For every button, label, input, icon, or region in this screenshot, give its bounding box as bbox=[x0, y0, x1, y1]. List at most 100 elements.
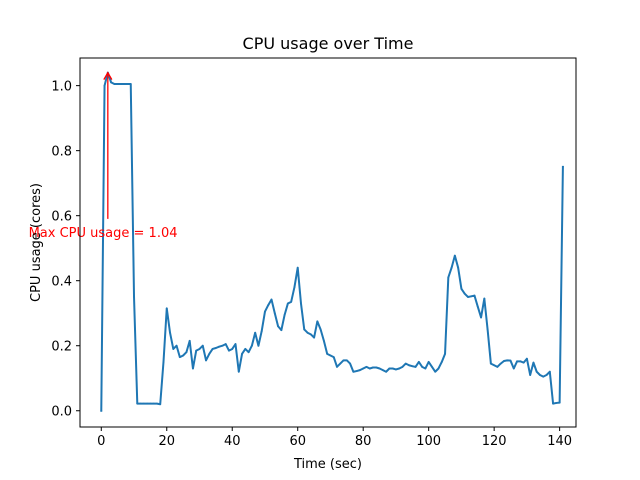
data-point bbox=[257, 344, 260, 347]
data-point bbox=[309, 333, 312, 336]
y-tick-label: 0.4 bbox=[51, 275, 72, 290]
data-point bbox=[395, 368, 397, 371]
data-point bbox=[306, 331, 309, 334]
data-point bbox=[522, 361, 525, 364]
data-point bbox=[221, 344, 224, 347]
data-point bbox=[260, 330, 263, 332]
y-axis-ticks: 0.0 0.2 0.4 0.6 0.8 1.0 bbox=[51, 80, 80, 420]
data-point bbox=[182, 354, 185, 357]
chart-title: CPU usage over Time bbox=[243, 34, 414, 53]
data-point bbox=[339, 362, 342, 365]
data-point bbox=[345, 359, 348, 362]
x-axis-label: Time (sec) bbox=[293, 457, 362, 472]
data-point bbox=[532, 361, 535, 364]
data-point bbox=[548, 370, 551, 373]
data-point bbox=[562, 166, 564, 168]
data-point bbox=[198, 348, 201, 350]
data-point bbox=[277, 325, 279, 328]
x-tick-label: 40 bbox=[224, 434, 241, 449]
data-point bbox=[555, 402, 558, 404]
data-point bbox=[139, 402, 142, 405]
data-point bbox=[516, 360, 518, 363]
data-point bbox=[453, 254, 456, 257]
data-point bbox=[355, 370, 358, 372]
x-tick-label: 20 bbox=[158, 434, 175, 449]
data-point bbox=[437, 367, 440, 370]
data-point bbox=[267, 304, 270, 306]
x-tick-label: 80 bbox=[355, 434, 372, 449]
data-point bbox=[388, 367, 391, 370]
data-point bbox=[431, 365, 433, 368]
data-point bbox=[286, 302, 289, 305]
data-point bbox=[470, 295, 473, 298]
data-point bbox=[486, 328, 489, 331]
y-tick-label: 0.0 bbox=[51, 405, 72, 420]
data-point bbox=[156, 402, 158, 405]
data-point bbox=[444, 352, 446, 355]
y-tick-label: 0.2 bbox=[51, 340, 72, 355]
data-point bbox=[290, 300, 293, 303]
data-point bbox=[460, 287, 463, 290]
data-point bbox=[352, 370, 355, 373]
data-point bbox=[329, 354, 332, 357]
data-point bbox=[264, 310, 266, 313]
data-point bbox=[332, 356, 335, 358]
data-point bbox=[280, 329, 283, 332]
data-point bbox=[503, 360, 505, 362]
data-point bbox=[529, 374, 532, 376]
data-point bbox=[408, 364, 410, 367]
cpu-usage-series-line bbox=[100, 71, 564, 412]
data-point bbox=[476, 305, 479, 308]
data-point bbox=[401, 365, 404, 368]
data-point bbox=[126, 83, 129, 85]
data-point bbox=[434, 370, 437, 373]
data-point bbox=[244, 348, 247, 350]
data-point bbox=[512, 367, 515, 370]
data-point bbox=[136, 402, 139, 405]
data-point bbox=[319, 328, 322, 331]
data-point bbox=[519, 360, 522, 363]
data-point bbox=[201, 344, 204, 347]
data-point bbox=[159, 403, 162, 406]
y-tick-label: 0.8 bbox=[51, 145, 72, 160]
data-point bbox=[188, 339, 191, 342]
data-point bbox=[113, 83, 116, 85]
data-point bbox=[326, 352, 329, 355]
data-point bbox=[506, 359, 509, 362]
data-point bbox=[116, 83, 119, 85]
data-point bbox=[228, 349, 230, 352]
data-point bbox=[172, 348, 175, 350]
data-point bbox=[178, 356, 181, 358]
data-point bbox=[152, 402, 155, 405]
data-point bbox=[440, 361, 443, 363]
data-point bbox=[381, 369, 384, 372]
data-point bbox=[480, 316, 482, 319]
data-point bbox=[195, 349, 198, 352]
data-point bbox=[270, 298, 273, 301]
data-point bbox=[303, 328, 306, 331]
data-point bbox=[539, 374, 541, 376]
data-point bbox=[545, 374, 548, 376]
data-point bbox=[362, 367, 365, 370]
data-point bbox=[162, 361, 165, 363]
data-point bbox=[450, 266, 453, 269]
data-point bbox=[218, 345, 221, 348]
data-point bbox=[208, 352, 211, 355]
x-tick-label: 100 bbox=[416, 434, 441, 449]
data-point bbox=[552, 402, 554, 405]
data-point bbox=[129, 83, 132, 85]
data-point bbox=[133, 296, 135, 298]
data-point bbox=[542, 375, 545, 378]
data-point bbox=[110, 81, 112, 84]
data-point bbox=[316, 320, 319, 323]
max-cpu-annotation: Max CPU usage = 1.04 bbox=[29, 226, 178, 241]
data-point bbox=[385, 370, 388, 373]
data-point bbox=[103, 84, 106, 87]
data-point bbox=[336, 365, 338, 368]
data-point bbox=[342, 359, 345, 362]
data-point bbox=[467, 296, 469, 298]
data-point bbox=[273, 312, 276, 315]
y-tick-label: 1.0 bbox=[51, 80, 72, 95]
data-point bbox=[247, 351, 250, 354]
data-point bbox=[558, 401, 561, 404]
